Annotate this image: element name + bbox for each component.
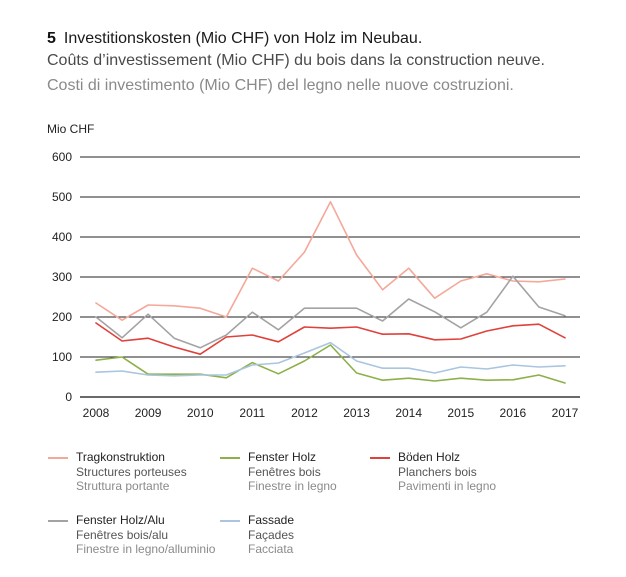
x-tick-label: 2011 (239, 406, 265, 420)
x-tick-label: 2012 (291, 406, 318, 420)
series-line-tragkonstruktion (95, 201, 566, 322)
series-line-b-den-holz (95, 322, 566, 356)
legend-label: Fassade Façades Facciata (248, 513, 295, 556)
series-lines (95, 201, 566, 384)
y-axis-label: Mio CHF (47, 122, 94, 136)
series-line-fenster-holz-alu (95, 275, 566, 349)
legend-swatch (48, 457, 68, 459)
legend-swatch (48, 520, 68, 522)
x-tick-label: 2016 (500, 406, 527, 420)
x-tick-label: 2010 (187, 406, 214, 420)
x-tick-label: 2008 (83, 406, 110, 420)
legend-swatch (220, 457, 240, 459)
title-it: Costi di investimento (Mio CHF) del legn… (47, 77, 514, 94)
title-de: Investitionskosten (Mio CHF) von Holz im… (63, 30, 423, 47)
legend-label: Fenster Holz/Alu Fenêtres bois/alu Fines… (76, 513, 216, 556)
x-tick-label: 2009 (135, 406, 162, 420)
y-tick-label: 300 (52, 270, 72, 284)
gridlines (80, 156, 580, 398)
legend-swatch (370, 457, 390, 459)
x-axis-ticks: 2008 2009 2010 2011 2012 2013 2014 2015 2016 2017 (83, 406, 579, 420)
y-axis-ticks: 0 100 200 300 400 500 600 (52, 150, 72, 404)
legend-label: Tragkonstruktion Structures porteuses St… (76, 450, 187, 493)
series-line-fassade (95, 341, 566, 377)
figure-number: 5 (47, 30, 56, 47)
x-tick-label: 2014 (395, 406, 422, 420)
legend-swatch (220, 520, 240, 522)
y-tick-label: 0 (65, 390, 72, 404)
y-tick-label: 400 (52, 230, 72, 244)
y-tick-label: 500 (52, 190, 72, 204)
y-tick-label: 200 (52, 310, 72, 324)
x-tick-label: 2017 (552, 406, 579, 420)
legend-label: Fenster Holz Fenêtres bois Finestre in l… (248, 450, 337, 493)
x-tick-label: 2015 (447, 406, 474, 420)
y-tick-label: 100 (52, 350, 72, 364)
chart-title: 5 Investitionskosten (Mio CHF) von Holz i… (47, 28, 422, 50)
line-chart: 0 100 200 300 400 500 600 2008 2009 2010 2011 2012… (47, 122, 580, 420)
x-tick-label: 2013 (343, 406, 370, 420)
title-fr: Coûts d’investissement (Mio CHF) du bois… (47, 52, 545, 69)
series-line-fenster-holz (95, 344, 566, 384)
legend-label: Böden Holz Planchers bois Pavimenti in l… (398, 450, 497, 493)
y-tick-label: 600 (52, 150, 72, 164)
